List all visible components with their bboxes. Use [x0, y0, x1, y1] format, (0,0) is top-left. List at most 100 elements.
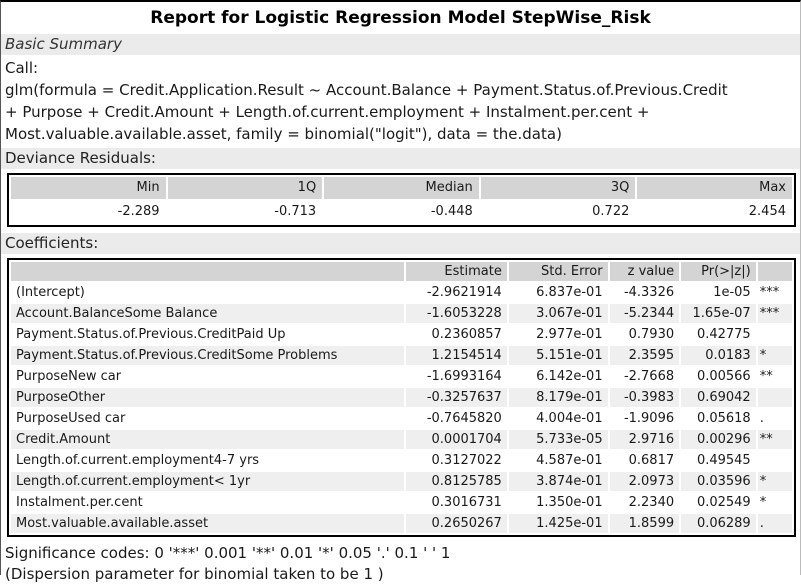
significance-cell: . [757, 514, 792, 533]
value-cell: 0.03596 [681, 472, 756, 491]
value-cell: 0.05618 [696, 411, 751, 426]
deviance-header-max: Max [637, 177, 792, 199]
call-line-2: + Purpose + Credit.Amount + Length.of.cu… [5, 103, 650, 121]
table-row: Most.valuable.available.asset 0.2650267 1.… [11, 514, 792, 533]
value-cell: 3.067e-01 [508, 304, 608, 323]
deviance-value-max: 2.454 [748, 204, 786, 219]
table-row: Payment.Status.of.Previous.CreditSome Pr… [11, 346, 792, 365]
value-cell: 0.0183 [681, 346, 756, 365]
value-cell: 2.977e-01 [536, 327, 603, 342]
coefficient-term-cell: PurposeNew car [16, 369, 122, 384]
significance-cell: ** [757, 430, 792, 449]
table-row: Length.of.current.employment4-7 yrs 0.312… [11, 451, 792, 470]
coefficients-header-row: Estimate Std. Error z value Pr(>|z|) [11, 262, 792, 281]
value-cell: 0.0001704 [406, 430, 507, 449]
value-cell: 1.65e-07 [681, 304, 756, 323]
value-cell: 0.3127022 [431, 453, 502, 468]
table-row: Credit.Amount 0.0001704 5.733e-05 2.9716 0.0… [11, 430, 792, 449]
value-cell: 2.2340 [628, 495, 675, 510]
deviance-values-row: -2.289 -0.713 -0.448 0.722 2.454 [11, 201, 792, 223]
significance-cell: * [757, 346, 792, 365]
value-cell: 0.00296 [681, 430, 756, 449]
coefficients-header-estimate: Estimate [406, 262, 507, 281]
coefficients-table: Estimate Std. Error z value Pr(>|z|) (In… [7, 258, 796, 537]
value-cell: 0.3016731 [431, 495, 502, 510]
value-cell: -1.6993164 [426, 369, 502, 384]
value-cell: 6.142e-01 [536, 369, 603, 384]
deviance-value-median: -0.448 [430, 204, 473, 219]
significance-cell: ** [759, 369, 773, 384]
value-cell: 0.69042 [681, 388, 756, 407]
report-title: Report for Logistic Regression Model Ste… [150, 8, 651, 28]
value-cell: 0.06289 [681, 514, 756, 533]
coefficients-table-body: (Intercept) -2.9621914 6.837e-01 -4.3326 1e-… [11, 283, 792, 533]
value-cell: 0.6817 [628, 453, 675, 468]
table-row: Length.of.current.employment< 1yr 0.81257… [11, 472, 792, 491]
deviance-value-1q: -0.713 [274, 204, 317, 219]
value-cell: 0.42775 [696, 327, 751, 342]
coefficients-header-term [11, 262, 405, 281]
coefficient-term-cell: Most.valuable.available.asset [11, 514, 405, 533]
coefficient-term-cell: Instalment.per.cent [16, 495, 143, 510]
significance-cell: . [759, 411, 764, 426]
significance-cell [757, 388, 792, 407]
value-cell: 1.8599 [609, 514, 680, 533]
value-cell: -0.3257637 [406, 388, 507, 407]
coefficient-term-cell: PurposeOther [11, 388, 405, 407]
value-cell: -0.3983 [609, 388, 680, 407]
deviance-value-3q: 0.722 [592, 204, 630, 219]
value-cell: 1.2154514 [406, 346, 507, 365]
section-coefficients: Coefficients: [1, 233, 800, 254]
value-cell: 4.587e-01 [536, 453, 603, 468]
significance-cell [758, 451, 792, 470]
coefficients-header-std-error: Std. Error [508, 262, 608, 281]
value-cell: 3.874e-01 [508, 472, 608, 491]
value-cell: 2.0973 [609, 472, 680, 491]
coefficients-header-pr: Pr(>|z|) [681, 262, 756, 281]
call-line-1: glm(formula = Credit.Application.Result … [5, 81, 728, 99]
value-cell: 4.004e-01 [536, 411, 603, 426]
deviance-value-min: -2.289 [117, 204, 160, 219]
call-label: Call: [5, 59, 39, 77]
value-cell: 1e-05 [713, 285, 751, 300]
value-cell: 0.00566 [696, 369, 751, 384]
value-cell: 0.2360857 [431, 327, 502, 342]
table-row: PurposeNew car -1.6993164 6.142e-01 -2.7668… [11, 367, 792, 386]
value-cell: 6.837e-01 [536, 285, 603, 300]
coefficient-term-cell: Account.BalanceSome Balance [11, 304, 405, 323]
table-row: Instalment.per.cent 0.3016731 1.350e-01 2.2… [11, 493, 792, 512]
table-row: PurposeOther -0.3257637 8.179e-01 -0.3983 0.… [11, 388, 792, 407]
coefficients-header-z-value: z value [609, 262, 680, 281]
coefficient-term-cell: Length.of.current.employment4-7 yrs [16, 453, 260, 468]
coefficient-term-cell: Credit.Amount [11, 430, 405, 449]
coefficient-term-cell: Payment.Status.of.Previous.CreditPaid Up [16, 327, 286, 342]
call-block: Call: glm(formula = Credit.Application.R… [1, 57, 800, 145]
value-cell: -4.3326 [623, 285, 675, 300]
significance-cell: *** [757, 304, 792, 323]
value-cell: 0.02549 [696, 495, 751, 510]
value-cell: 8.179e-01 [508, 388, 608, 407]
table-row: Payment.Status.of.Previous.CreditPaid Up… [11, 325, 792, 344]
value-cell: 1.350e-01 [536, 495, 603, 510]
deviance-header-min: Min [11, 177, 166, 199]
section-basic-summary: Basic Summary [1, 34, 800, 55]
coefficient-term-cell: Payment.Status.of.Previous.CreditSome Pr… [11, 346, 405, 365]
deviance-header-row: Min 1Q Median 3Q Max [11, 177, 792, 199]
value-cell: 0.8125785 [406, 472, 507, 491]
deviance-residuals-table: Min 1Q Median 3Q Max -2.289 -0.713 -0.44… [7, 173, 796, 227]
value-cell: -5.2344 [609, 304, 680, 323]
coefficient-term-cell: PurposeUsed car [16, 411, 126, 426]
deviance-header-3q: 3Q [480, 177, 636, 199]
value-cell: -1.9096 [623, 411, 675, 426]
section-deviance-residuals: Deviance Residuals: [1, 148, 800, 169]
value-cell: -2.9621914 [426, 285, 502, 300]
value-cell: 5.733e-05 [508, 430, 608, 449]
value-cell: -2.7668 [623, 369, 675, 384]
table-row: (Intercept) -2.9621914 6.837e-01 -4.3326 1e-… [11, 283, 792, 302]
value-cell: 5.151e-01 [508, 346, 608, 365]
value-cell: 0.49545 [696, 453, 751, 468]
coefficient-term-cell: (Intercept) [16, 285, 85, 300]
value-cell: 2.3595 [609, 346, 680, 365]
deviance-header-1q: 1Q [167, 177, 323, 199]
